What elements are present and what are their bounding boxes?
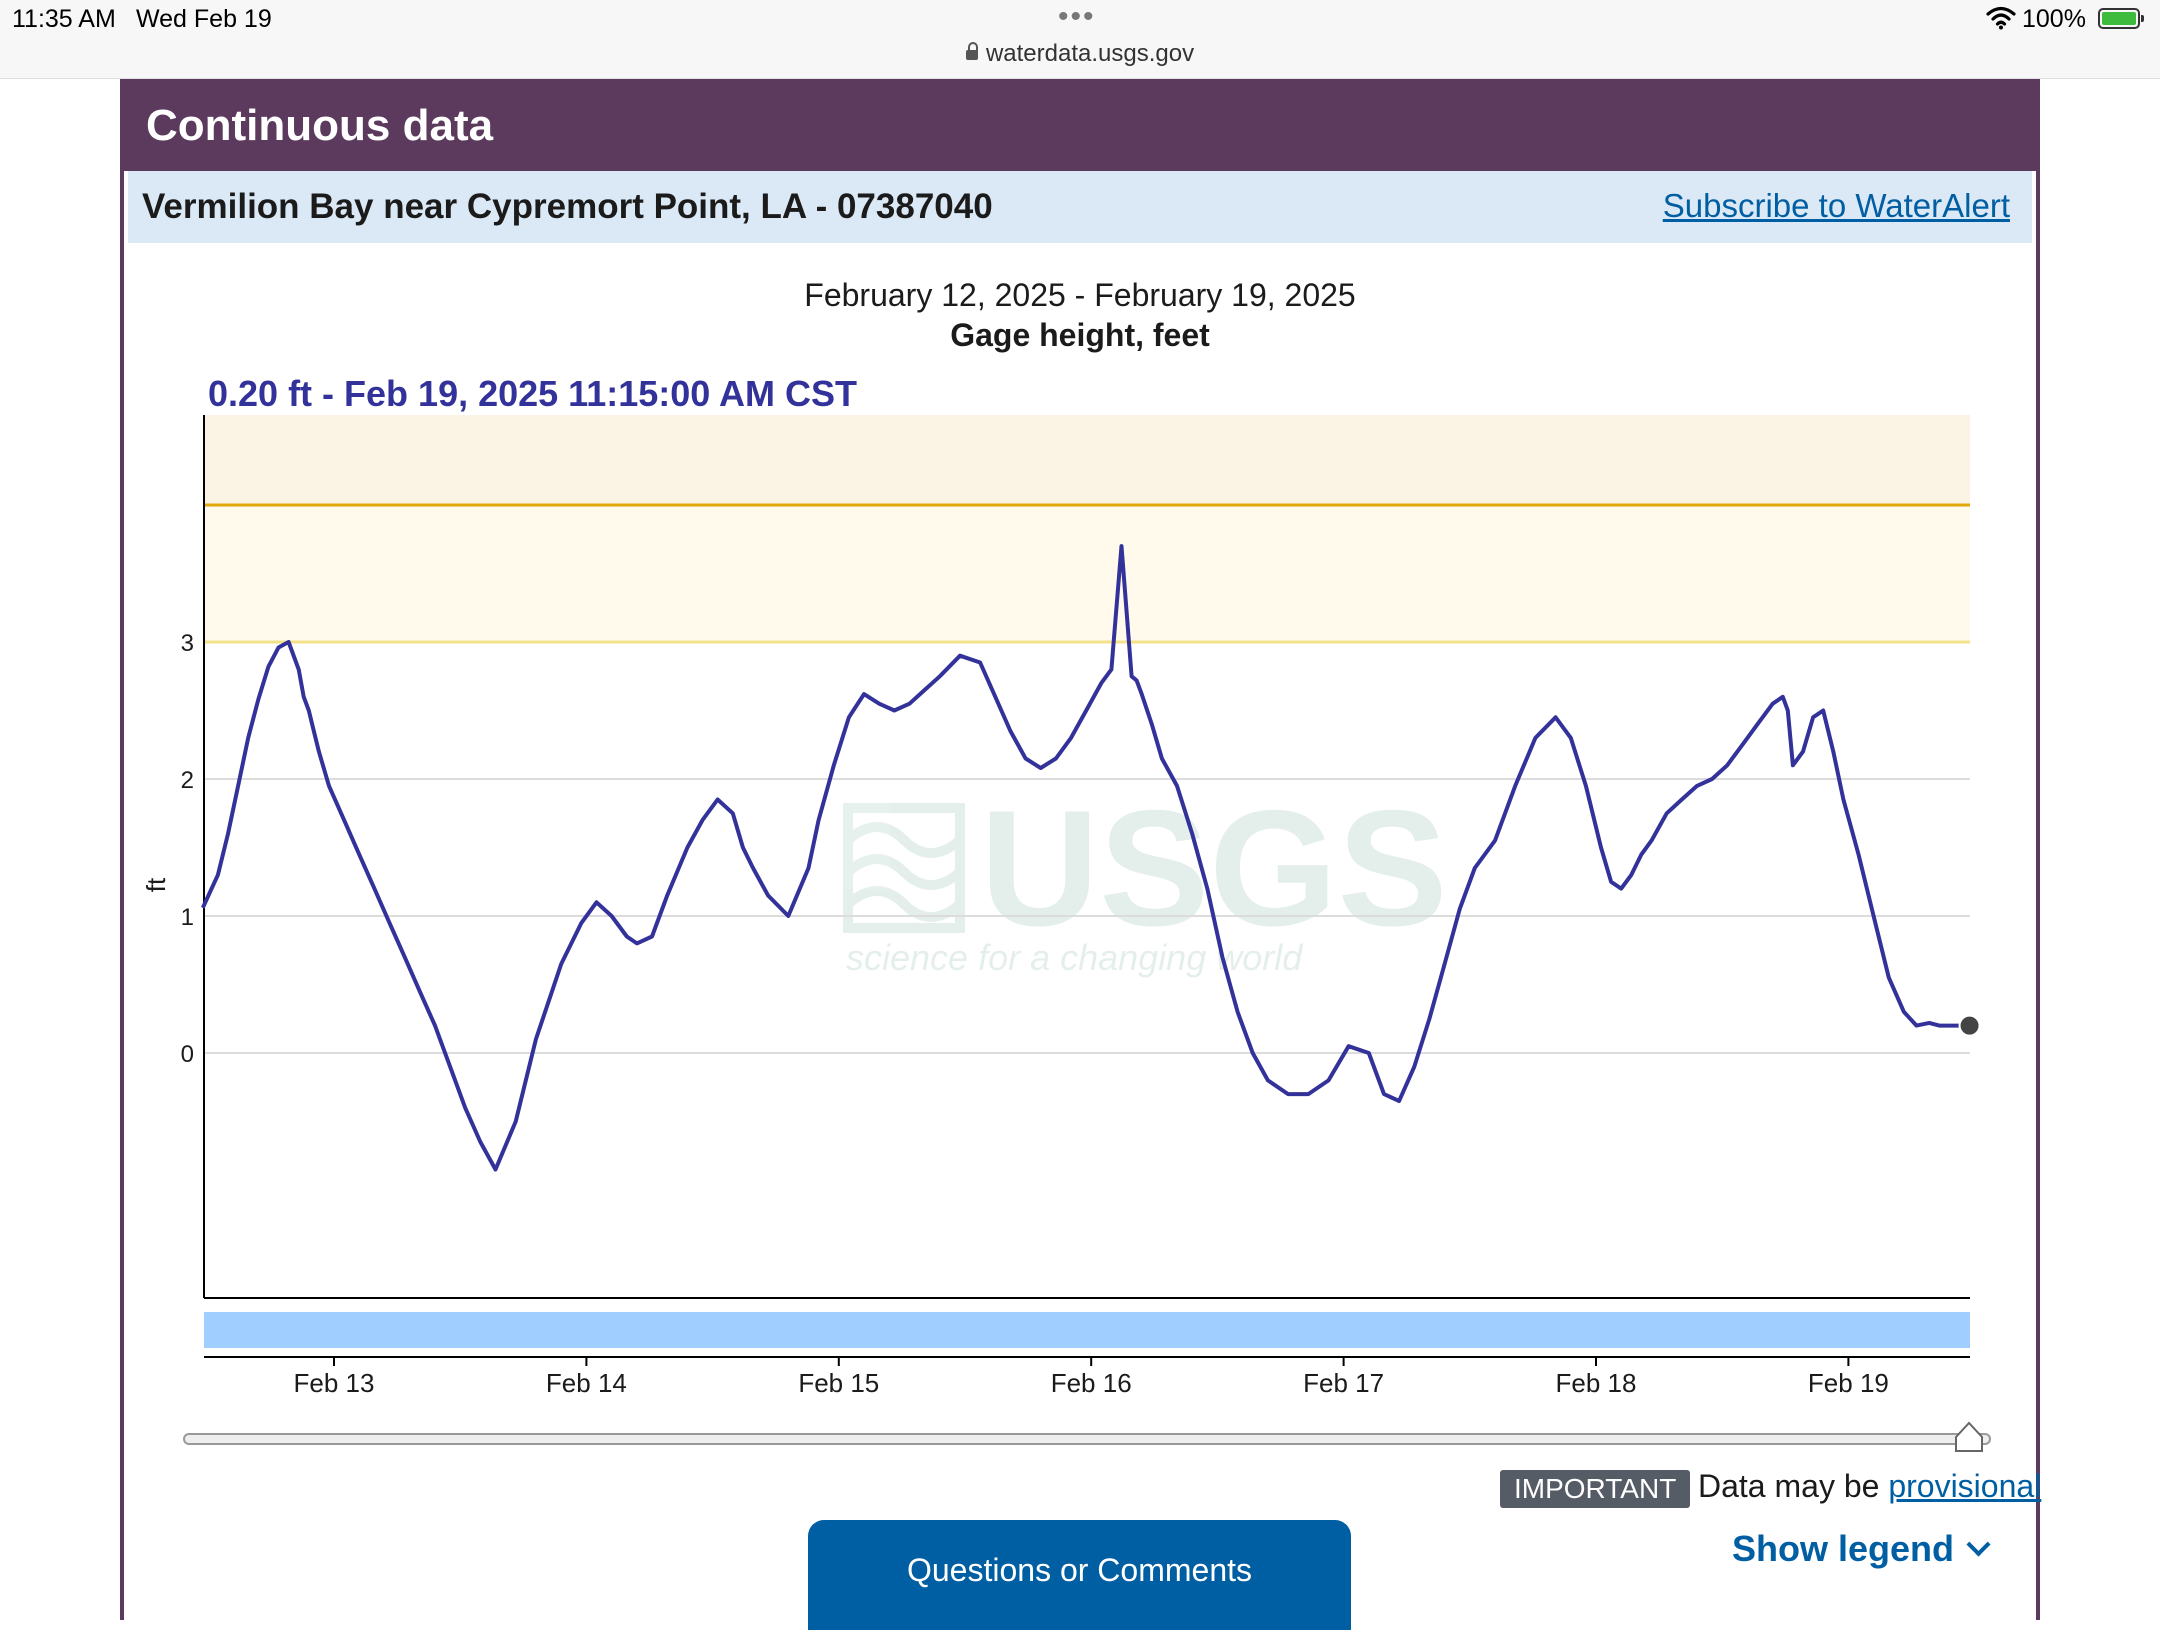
- battery-percent: 100%: [2022, 5, 2086, 33]
- y-tick-label: 1: [181, 904, 194, 931]
- x-tick-label: Feb 15: [798, 1368, 879, 1398]
- lock-icon: [965, 42, 978, 60]
- address-bar[interactable]: waterdata.usgs.gov: [0, 40, 2160, 68]
- usgs-tagline: science for a changing world: [846, 937, 1303, 978]
- gage-height-series-line: [200, 544, 1970, 1172]
- lower-threshold-band: [204, 505, 1970, 642]
- status-time: 11:35 AM: [12, 5, 116, 33]
- provisional-link[interactable]: provisional: [1888, 1468, 2042, 1504]
- url-text: waterdata.usgs.gov: [985, 40, 1195, 67]
- x-tick-label: Feb 14: [546, 1368, 627, 1398]
- provisional-note: Data may be provisional: [1698, 1468, 2041, 1505]
- x-tick-label: Feb 13: [294, 1368, 375, 1398]
- wifi-icon: [1986, 6, 2016, 30]
- x-tick-label: Feb 19: [1808, 1368, 1889, 1398]
- usgs-logo: USGS: [980, 776, 1448, 960]
- x-tick-label: Feb 16: [1051, 1368, 1132, 1398]
- chart-title: February 12, 2025 - February 19, 2025: [804, 277, 1355, 313]
- chart-subtitle: Gage height, feet: [950, 317, 1210, 353]
- y-tick-label: 3: [181, 630, 194, 657]
- upper-threshold-band: [204, 415, 1970, 505]
- usgs-waves-icon: [843, 803, 965, 933]
- chevron-down-icon: [1966, 1532, 1991, 1557]
- status-bar: 11:35 AM Wed Feb 19 ••• waterdata.usgs.g…: [0, 0, 2160, 79]
- gage-height-chart: February 12, 2025 - February 19, 2025 Ga…: [141, 277, 1991, 1452]
- status-date: Wed Feb 19: [136, 5, 272, 33]
- time-slider-track: [183, 1433, 1991, 1445]
- provisional-prefix: Data may be: [1698, 1468, 1889, 1504]
- x-tick-label: Feb 18: [1556, 1368, 1637, 1398]
- important-badge: IMPORTANT: [1500, 1470, 1691, 1508]
- subscribe-wateralert-link[interactable]: Subscribe to WaterAlert: [1662, 187, 2010, 224]
- x-tick-label: Feb 17: [1303, 1368, 1384, 1398]
- show-legend-label: Show legend: [1732, 1528, 1955, 1569]
- show-legend-button[interactable]: Show legend: [1732, 1528, 1991, 1570]
- brush-band: [204, 1312, 1970, 1348]
- current-value-point: [1958, 1014, 1981, 1037]
- site-bar: Vermilion Bay near Cypremort Point, LA -…: [128, 171, 2032, 243]
- questions-comments-button[interactable]: Questions or Comments: [808, 1520, 1351, 1630]
- continuous-data-panel: Continuous data Vermilion Bay near Cypre…: [120, 79, 2040, 1620]
- time-slider-handle[interactable]: [1955, 1421, 1983, 1452]
- site-name: Vermilion Bay near Cypremort Point, LA -…: [142, 187, 993, 226]
- more-dots-icon[interactable]: •••: [1058, 0, 1096, 33]
- current-reading: 0.20 ft - Feb 19, 2025 11:15:00 AM CST: [208, 373, 857, 414]
- y-axis-label: ft: [141, 877, 171, 892]
- y-tick-label: 2: [181, 767, 194, 794]
- panel-header: Continuous data: [124, 79, 2036, 171]
- y-tick-label: 0: [181, 1041, 194, 1068]
- panel-title: Continuous data: [146, 101, 494, 150]
- battery-icon: [2098, 8, 2144, 29]
